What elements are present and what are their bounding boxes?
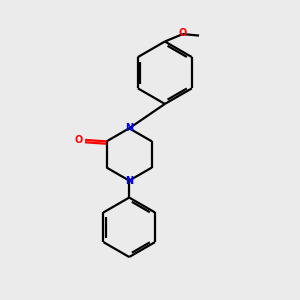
Text: N: N <box>125 123 133 133</box>
Text: N: N <box>125 176 133 186</box>
Text: O: O <box>178 28 187 38</box>
Text: O: O <box>74 135 83 145</box>
